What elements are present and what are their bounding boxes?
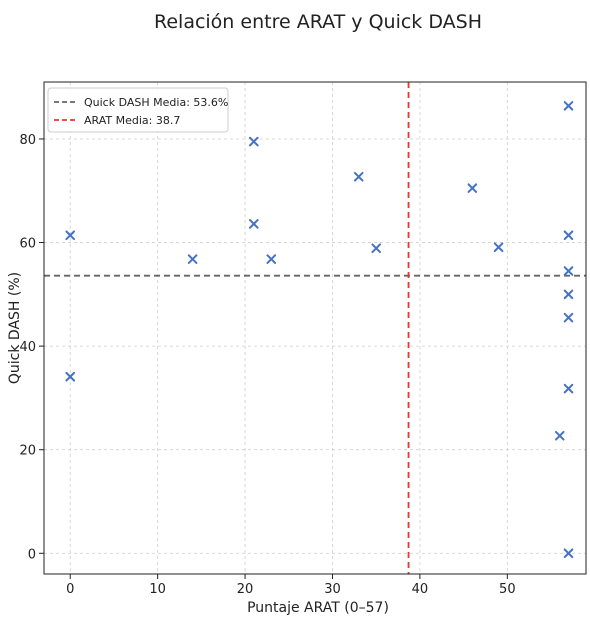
data-point: [563, 289, 574, 300]
plot-frame: [43, 81, 587, 575]
y-tick-label: 60: [19, 237, 36, 252]
data-point: [563, 383, 574, 394]
y-tick-label: 0: [28, 547, 36, 562]
legend-label-quick-dash-mean: Quick DASH Media: 53.6%: [84, 96, 228, 109]
legend: Quick DASH Media: 53.6% ARAT Media: 38.7: [47, 87, 229, 133]
x-marker: [65, 230, 76, 241]
x-tick-label: 50: [499, 582, 516, 597]
x-tick-label: 10: [149, 582, 166, 597]
y-axis-label: Quick DASH (%): [7, 272, 23, 384]
x-marker: [563, 230, 574, 241]
data-point: [266, 254, 277, 264]
data-point: [249, 136, 259, 147]
x-marker: [353, 171, 364, 182]
data-point: [554, 430, 565, 441]
y-tick-label: 80: [19, 133, 36, 148]
data-point: [563, 230, 574, 241]
data-points: [65, 101, 574, 559]
x-tick-label: 30: [324, 582, 341, 597]
x-marker: [563, 266, 574, 276]
x-marker: [563, 101, 574, 111]
data-point: [65, 371, 76, 382]
x-marker: [371, 243, 381, 254]
legend-box: [47, 87, 229, 133]
chart-title: Relación entre ARAT y Quick DASH: [154, 11, 482, 33]
x-marker: [249, 219, 259, 229]
data-point: [493, 242, 504, 253]
data-point: [249, 219, 259, 229]
data-point: [65, 230, 76, 241]
x-marker: [563, 289, 574, 300]
data-point: [563, 101, 574, 111]
y-tick-label: 40: [19, 340, 36, 355]
y-tick-label: 20: [19, 444, 36, 459]
x-axis-label: Puntaje ARAT (0–57): [247, 600, 389, 616]
grid: [44, 82, 586, 574]
x-marker: [554, 430, 565, 441]
x-marker: [563, 548, 574, 559]
x-marker: [249, 136, 259, 147]
x-marker: [467, 183, 478, 193]
data-point: [353, 171, 364, 182]
data-point: [563, 548, 574, 559]
x-marker: [563, 383, 574, 394]
x-marker: [65, 371, 76, 382]
data-point: [563, 266, 574, 276]
x-marker: [493, 242, 504, 253]
data-point: [371, 243, 381, 254]
legend-label-arat-mean: ARAT Media: 38.7: [84, 114, 180, 127]
axis-ticks: 0 10 20 30 40 50 0 20 40 60 80: [19, 133, 515, 597]
data-point: [467, 183, 478, 193]
data-point: [563, 312, 574, 323]
x-marker: [563, 312, 574, 323]
x-tick-label: 20: [237, 582, 254, 597]
x-marker: [187, 254, 198, 264]
x-tick-label: 0: [66, 582, 74, 597]
data-point: [187, 254, 198, 264]
x-marker: [266, 254, 277, 264]
x-tick-label: 40: [412, 582, 429, 597]
reference-lines: [44, 82, 586, 574]
